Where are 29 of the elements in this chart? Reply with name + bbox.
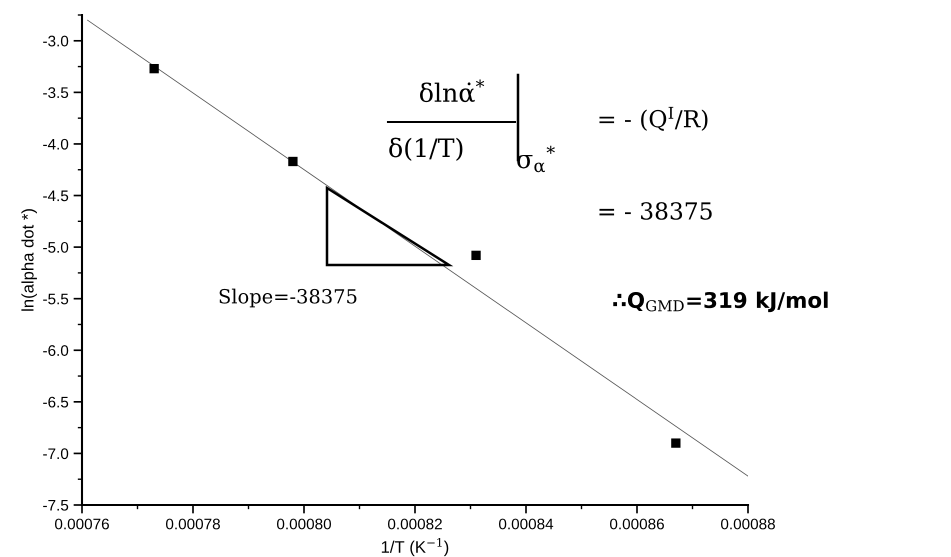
x-tick-label: 0.00080 bbox=[276, 518, 332, 530]
y-tick-label: -7.5 bbox=[43, 500, 68, 511]
y-tick-label: -4.0 bbox=[43, 138, 68, 150]
y-tick-label: -4.5 bbox=[43, 190, 68, 202]
point bbox=[671, 438, 681, 448]
annotation: = - 38375 bbox=[599, 202, 712, 220]
annotation: = - (Q$^{I}$/R) bbox=[599, 106, 708, 131]
x-tick-label: 0.00084 bbox=[498, 518, 554, 530]
point bbox=[471, 250, 481, 260]
point bbox=[149, 64, 159, 74]
x-tick-label: 0.00076 bbox=[54, 518, 109, 530]
y-tick-label: -5.0 bbox=[43, 242, 68, 253]
x-axis-title: 1/T (K$^{−1}$) bbox=[382, 538, 448, 556]
annotation: ∴Q$_{GMD}$=319 kJ/mol bbox=[613, 292, 828, 312]
annotation: δlnα̇$^{*}$ bbox=[420, 79, 484, 102]
y-tick-label: -7.0 bbox=[43, 448, 68, 460]
y-tick-label: -6.0 bbox=[43, 345, 68, 356]
x-tick-label: 0.00082 bbox=[388, 518, 442, 530]
x-tick-label: 0.00088 bbox=[720, 518, 775, 530]
y-axis-title: ln(alpha dot *) bbox=[21, 209, 37, 311]
annotation: Slope=-38375 bbox=[220, 288, 356, 308]
point bbox=[288, 156, 298, 166]
y-tick-label: -5.5 bbox=[43, 294, 68, 304]
annotation: δ(1/T) bbox=[389, 138, 462, 161]
y-tick-label: -3.0 bbox=[43, 36, 68, 46]
x-tick-label: 0.00086 bbox=[610, 518, 664, 530]
x-tick-label: 0.00078 bbox=[166, 518, 220, 530]
y-tick-label: -6.5 bbox=[43, 396, 68, 408]
y-tick-label: -3.5 bbox=[43, 87, 68, 98]
